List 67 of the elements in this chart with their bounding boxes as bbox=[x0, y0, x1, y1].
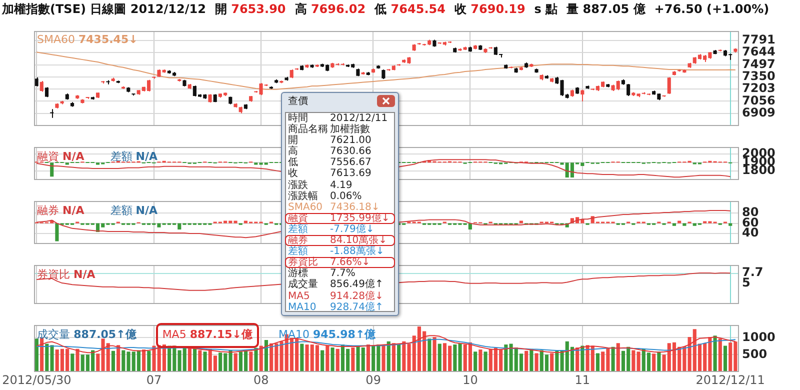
y-tick-label: 1000 bbox=[742, 330, 776, 344]
y-tick-label: 7497 bbox=[742, 56, 776, 71]
text: 928.74億↑ bbox=[330, 302, 384, 313]
x-tick-label: 2012/12/11 bbox=[696, 372, 765, 387]
category-label: 開 bbox=[288, 135, 298, 146]
y-tick-label: 7350 bbox=[742, 69, 776, 84]
text: 7630.66 bbox=[330, 146, 372, 158]
category-label: MA5 bbox=[288, 290, 310, 302]
text: 0.06% bbox=[330, 190, 362, 202]
x-tick-label: 08 bbox=[253, 372, 269, 387]
text: 914.28億↓ bbox=[330, 290, 384, 302]
text: 7.7% bbox=[330, 268, 356, 280]
text: 高 7696.02 bbox=[294, 2, 366, 16]
series-label: 融券 N/A bbox=[37, 204, 84, 218]
text: 查價 bbox=[288, 96, 308, 107]
y-tick-label: 7644 bbox=[742, 44, 776, 59]
y-tick-label: 7203 bbox=[742, 81, 776, 96]
text: -1.88萬張↓ bbox=[330, 246, 384, 258]
text: 7556.67 bbox=[330, 157, 372, 168]
x-tick-label: 09 bbox=[366, 372, 381, 387]
text: -7.79億↓ bbox=[330, 224, 374, 235]
category-label: 差額 bbox=[288, 224, 308, 235]
y-tick-label: 6909 bbox=[742, 106, 776, 120]
text: 856.49億↑ bbox=[330, 279, 384, 290]
category-label: 漲跌幅 bbox=[288, 190, 318, 202]
text: 7621.00 bbox=[330, 135, 372, 146]
y-tick-label: 40 bbox=[742, 226, 759, 240]
x-tick-label: 2012/05/30 bbox=[2, 372, 72, 387]
category-label: 收 bbox=[288, 168, 298, 180]
text: 7436.18↓ bbox=[330, 202, 380, 213]
text: 量 887.05 億 bbox=[566, 2, 646, 16]
series-label: 差額 N/A bbox=[110, 204, 158, 218]
text: 加權指數 bbox=[330, 124, 370, 136]
series-label: 融資 N/A bbox=[37, 150, 84, 164]
text: 4.19 bbox=[330, 180, 352, 191]
x-tick-label: 10 bbox=[462, 372, 478, 387]
category-label: MA10 bbox=[288, 302, 316, 313]
text: 開 7653.90 bbox=[214, 2, 286, 16]
series-label: 差額 N/A bbox=[110, 150, 158, 164]
category-label: 高 bbox=[288, 146, 298, 158]
x-tick-label: 07 bbox=[146, 372, 162, 387]
text: +76.50 (+1.00%) bbox=[654, 2, 770, 16]
text: 收 7690.19 bbox=[454, 2, 526, 16]
x-tick-label: 11 bbox=[574, 372, 590, 387]
category-label: 低 bbox=[288, 157, 298, 168]
y-tick-label: 7056 bbox=[742, 93, 776, 108]
category-label: 游標 bbox=[288, 268, 308, 280]
category-label: 漲跌 bbox=[288, 180, 308, 191]
category-label: SMA60 bbox=[288, 202, 323, 213]
series-label: 券資比 N/A bbox=[37, 268, 96, 282]
text: 7.66%↓ bbox=[330, 257, 370, 268]
series-label: MA10 945.98↑億 bbox=[278, 328, 376, 342]
text: 7613.69 bbox=[330, 168, 372, 180]
y-tick-label: 7791 bbox=[742, 32, 776, 47]
series-label: 成交量 887.05↑億 bbox=[37, 328, 136, 342]
y-tick-label: 5 bbox=[742, 276, 750, 290]
chart-title: 加權指數(TSE) 日線圖 2012/12/12 bbox=[2, 2, 206, 16]
category-label: 差額 bbox=[288, 246, 308, 258]
category-label: 時間 bbox=[288, 113, 308, 124]
text: 低 7645.54 bbox=[374, 2, 446, 16]
series-label: SMA60 7435.45↓ bbox=[37, 33, 138, 46]
text: 2012/12/11 bbox=[330, 113, 388, 124]
category-label: 商品名稱 bbox=[288, 124, 328, 136]
text: s 點 bbox=[534, 2, 558, 16]
series-label: MA5 887.15↓億 bbox=[162, 328, 252, 342]
y-tick-label: 500 bbox=[742, 346, 768, 361]
category-label: 成交量 bbox=[288, 279, 318, 290]
